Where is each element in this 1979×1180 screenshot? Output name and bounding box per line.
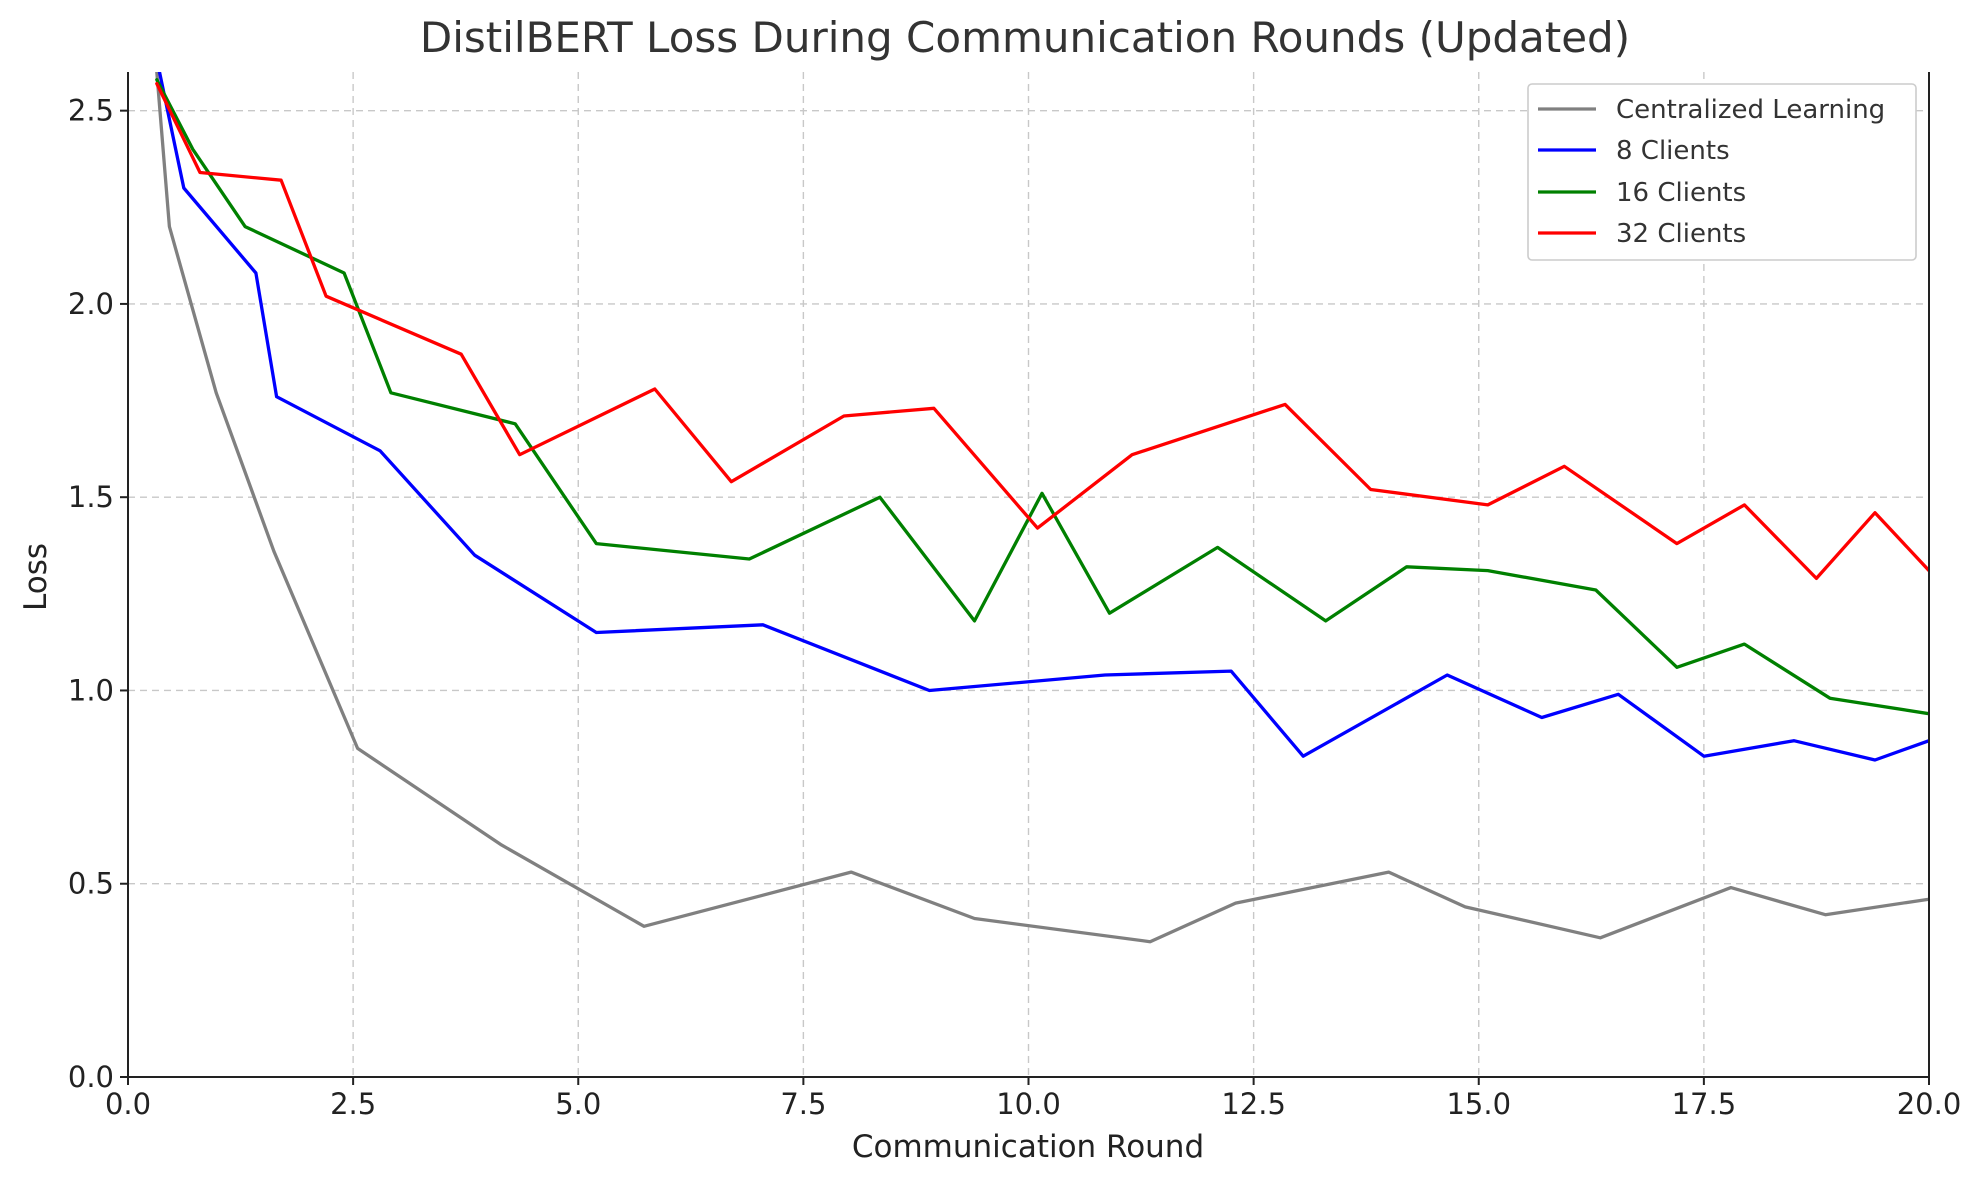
series-line-16-clients (155, 78, 1929, 716)
y-tick-label: 1.0 (68, 673, 114, 707)
legend: Centralized Learning 8 Clients 16 Client… (1527, 83, 1917, 261)
series-line-32-clients (155, 81, 1929, 581)
x-tick-label: 7.5 (780, 1087, 826, 1121)
y-tick-label: 2.0 (68, 287, 114, 321)
y-tick-label: 2.5 (68, 94, 114, 128)
x-tick-label: 15.0 (1446, 1087, 1511, 1121)
y-tick-label: 0.5 (68, 867, 114, 901)
x-tick-label: 5.0 (555, 1087, 601, 1121)
legend-label-16-clients: 16 Clients (1616, 178, 1746, 208)
x-tick-label: 20.0 (1897, 1087, 1962, 1121)
x-tick-label: 12.5 (1221, 1087, 1286, 1121)
y-tick-label: 1.5 (68, 480, 114, 514)
x-tick-label: 10.0 (996, 1087, 1061, 1121)
x-tick-label: 2.5 (330, 1087, 376, 1121)
legend-label-centralized: Centralized Learning (1616, 95, 1885, 125)
x-axis-label: Communication Round (852, 1129, 1204, 1165)
series-line-8-clients (157, 72, 1929, 762)
series-lines (155, 72, 1929, 944)
chart-title: DistilBERT Loss During Communication Rou… (420, 13, 1630, 62)
gridlines (128, 72, 1929, 1077)
legend-box (1527, 83, 1917, 261)
axis-ticks: 0.0 2.5 5.0 7.5 10.0 12.5 15.0 17.5 20.0 0.0 0.5 1.… (68, 94, 1961, 1121)
x-tick-label: 17.5 (1672, 1087, 1737, 1121)
legend-label-8-clients: 8 Clients (1616, 136, 1730, 166)
y-tick-label: 0.0 (68, 1060, 114, 1094)
x-tick-label: 0.0 (105, 1087, 151, 1121)
legend-label-32-clients: 32 Clients (1616, 219, 1746, 249)
series-line-centralized-learning (155, 72, 1929, 944)
y-axis-label: Loss (18, 543, 54, 611)
